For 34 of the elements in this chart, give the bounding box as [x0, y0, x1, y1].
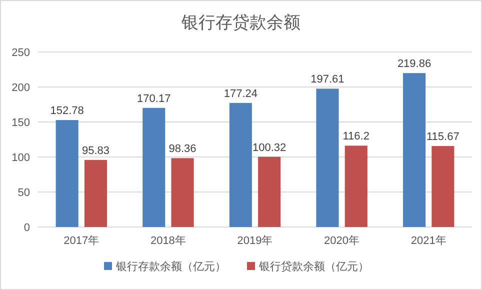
bar — [56, 120, 78, 227]
bar — [402, 73, 426, 227]
x-tick-label: 2021年 — [410, 235, 446, 247]
data-label: 177.24 — [224, 88, 258, 100]
bar — [142, 108, 166, 227]
x-tick-label: 2018年 — [150, 235, 186, 247]
x-tick-label: 2020年 — [324, 235, 360, 247]
data-label: 98.36 — [168, 143, 196, 156]
y-tick-label: 150 — [12, 117, 30, 129]
x-tick-label: 2019年 — [237, 235, 273, 247]
y-tick-label: 100 — [12, 152, 30, 164]
data-label: 219.86 — [397, 58, 432, 70]
chart-title: 银行存贷款余额 — [180, 13, 300, 32]
bar — [258, 156, 281, 227]
bar — [344, 146, 368, 227]
x-tick-label: 2017年 — [64, 235, 100, 247]
data-label: 170.17 — [137, 92, 171, 105]
bar — [432, 146, 454, 227]
data-label: 115.67 — [426, 131, 460, 144]
y-tick-label: 50 — [18, 187, 30, 199]
bar — [171, 158, 194, 227]
data-label: 152.78 — [50, 105, 84, 118]
data-label: 95.83 — [82, 144, 110, 157]
legend-label: 银行存款余额（亿元） — [115, 260, 226, 273]
y-tick-label: 250 — [12, 47, 30, 59]
data-label: 116.2 — [342, 130, 370, 143]
y-tick-label: 0 — [24, 222, 30, 234]
y-tick-label: 200 — [12, 82, 30, 94]
bar — [84, 160, 108, 227]
legend-label: 银行贷款余额（亿元） — [258, 260, 369, 273]
data-label: 100.32 — [252, 142, 286, 154]
data-label: 197.61 — [310, 74, 344, 86]
bar — [316, 88, 339, 227]
bar — [229, 102, 252, 227]
